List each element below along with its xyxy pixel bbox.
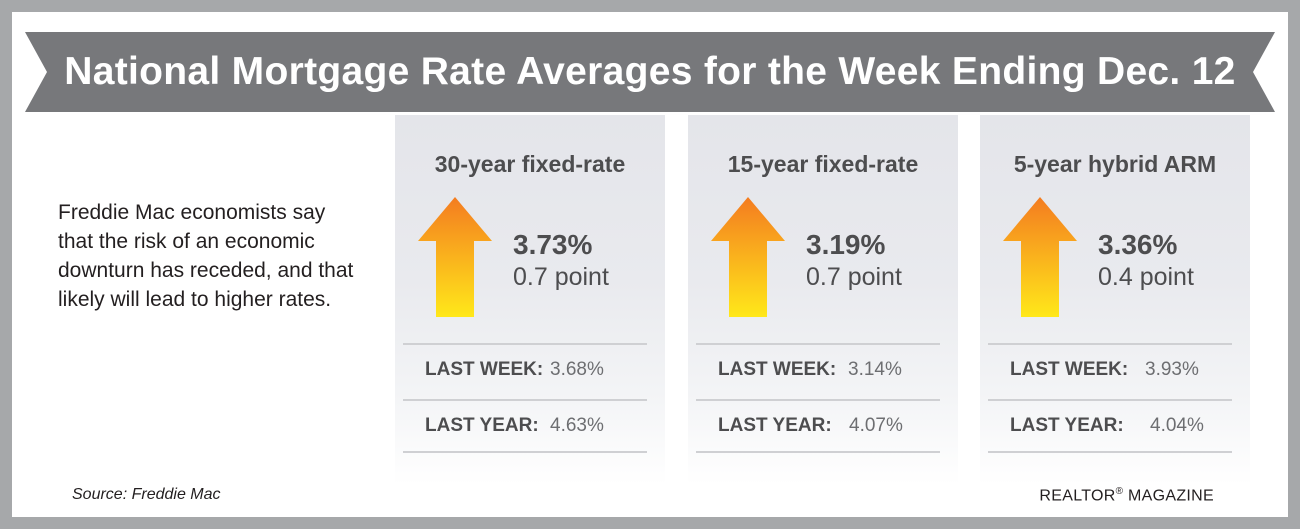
publisher-logo: REALTOR® MAGAZINE [1039, 486, 1214, 505]
last-week-value: 3.68% [550, 359, 604, 380]
arrow-up-icon [418, 197, 492, 317]
last-year-label: LAST YEAR: [718, 415, 832, 436]
rate-change: 0.7 point [513, 263, 609, 291]
last-year-label: LAST YEAR: [1010, 415, 1124, 436]
arrow-up-icon [1003, 197, 1077, 317]
infographic-frame: National Mortgage Rate Averages for the … [12, 12, 1288, 517]
last-year-value: 4.63% [550, 415, 604, 436]
last-year-label: LAST YEAR: [425, 415, 539, 436]
rate-card-30-year: 30-year fixed-rate 3.73% 0.7 point LAST … [395, 115, 665, 485]
last-week-label: LAST WEEK: [425, 359, 544, 380]
rate-card-15-year: 15-year fixed-rate 3.19% 0.7 point LAST … [688, 115, 958, 485]
page-title: National Mortgage Rate Averages for the … [64, 50, 1236, 93]
last-week-row: LAST WEEK: 3.14% [696, 343, 940, 397]
card-title: 30-year fixed-rate [434, 151, 626, 177]
brand-suffix: MAGAZINE [1123, 487, 1214, 505]
card-title: 15-year fixed-rate [727, 151, 919, 177]
rate-change: 0.7 point [806, 263, 902, 291]
arrow-up-icon [711, 197, 785, 317]
last-year-row: LAST YEAR: 4.07% [696, 399, 940, 453]
current-rate: 3.19% [806, 229, 886, 260]
last-week-value: 3.93% [1145, 359, 1199, 380]
last-week-row: LAST WEEK: 3.93% [988, 343, 1232, 397]
current-rate: 3.73% [513, 229, 593, 260]
last-year-value: 4.07% [849, 415, 903, 436]
card-title: 5-year hybrid ARM [1013, 151, 1217, 177]
intro-text: Freddie Mac economists say that the risk… [58, 201, 354, 311]
last-week-label: LAST WEEK: [718, 359, 837, 380]
banner-ribbon-shape [25, 32, 1275, 112]
last-week-label: LAST WEEK: [1010, 359, 1129, 380]
last-week-value: 3.14% [848, 359, 902, 380]
brand-name: REALTOR [1039, 487, 1116, 505]
rate-change: 0.4 point [1098, 263, 1194, 291]
source-note: Source: Freddie Mac [72, 486, 221, 503]
last-week-row: LAST WEEK: 3.68% [403, 343, 647, 397]
registered-mark: ® [1115, 486, 1124, 497]
last-year-value: 4.04% [1150, 415, 1204, 436]
last-year-row: LAST YEAR: 4.63% [403, 399, 647, 453]
last-year-row: LAST YEAR: 4.04% [988, 399, 1232, 453]
title-banner: National Mortgage Rate Averages for the … [25, 32, 1275, 112]
current-rate: 3.36% [1098, 229, 1178, 260]
rate-card-5-year-arm: 5-year hybrid ARM 3.36% 0.4 point LAST W… [980, 115, 1250, 485]
